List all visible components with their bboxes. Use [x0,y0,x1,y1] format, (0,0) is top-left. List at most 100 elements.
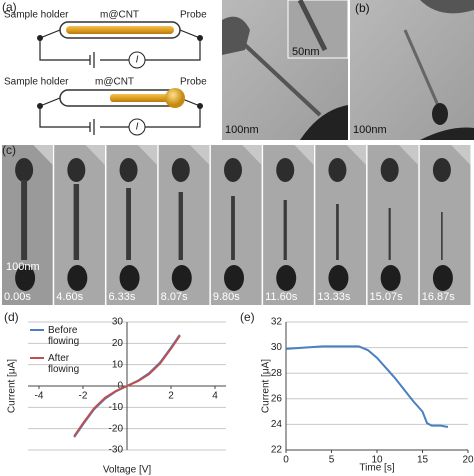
nanowire [441,212,443,260]
holder-label: Sample holder [4,10,69,21]
lead [39,29,201,39]
contact [37,35,43,41]
top-particle [380,158,399,182]
y-tick-label: -20 [109,423,124,434]
time-label: 0.00s [4,291,31,303]
scale-label: 50nm [292,46,320,58]
metal-ball-image [432,103,448,125]
nanowire [73,184,80,260]
bottom-particle [15,265,36,291]
top-particle [432,158,451,182]
nanowire [231,196,235,260]
frame: 6.33s [106,145,158,305]
y-tick-label: 26 [271,393,283,404]
bottom-particle [224,265,244,291]
y-tick-label: 30 [271,342,283,353]
panel-b: 50nm (b) 100nm 100nm [222,0,474,140]
contact [197,35,203,41]
y-tick-label: 30 [112,317,124,328]
circuit [39,106,201,128]
tube-shadow [367,145,419,165]
panel-c: 0.00s 4.60s 6.33s 8.07s 9.80s 11.60s 13.33s 15.… [2,143,471,305]
top-particle [328,158,347,182]
y-tick-label: 24 [271,419,283,430]
top-particle [15,158,34,182]
circuit [39,38,201,61]
metal-core [66,26,174,34]
sample-label: m@CNT [100,10,139,21]
time-label: 8.07s [161,291,188,303]
bottom-particle [328,265,349,291]
tube-shadow [263,145,314,165]
probe-label: Probe [180,77,207,88]
ammeter [128,51,146,69]
x-tick-label: 15 [417,455,429,466]
tube-shadow [158,145,210,165]
x-tick-label: 0 [283,455,289,466]
metal-ball [165,88,185,108]
legend-label: Before flowing [48,325,79,347]
y-tick-label: 32 [271,317,283,328]
panel-label: (a) [2,0,17,14]
x-tick-label: 4 [212,391,218,402]
frame: 8.07s [158,145,210,305]
contact [37,103,43,109]
nanowire [336,204,339,260]
y-tick-label: -30 [109,445,124,456]
y-tick-label: 28 [271,368,283,379]
time-label: 9.80s [213,291,240,303]
sample-label: m@CNT [95,77,134,88]
ammeter [128,118,146,136]
top-particle [119,158,138,182]
nanotube-image [403,29,442,111]
time-label: 11.60s [265,291,298,303]
time-label: 13.33s [317,291,351,303]
holder-label: Sample holder [4,77,69,88]
x-axis-label: Voltage [V] [103,465,152,476]
probe-label: Probe [180,10,207,21]
nanowire [283,200,287,260]
time-label: 16.87s [422,291,456,303]
panel-a: (a) Sample holder m@CNT Probe I Sample h… [2,0,207,136]
inset-tube [297,0,328,52]
probe-image [300,105,348,140]
tube-shadow [2,145,53,165]
panel-label: (c) [2,143,16,157]
metal-core [110,94,172,102]
ammeter-label: I [136,55,139,66]
tube-shadow [210,145,262,165]
y-tick-label: -10 [109,402,124,413]
battery [89,119,95,135]
y-tick-label: 10 [112,359,124,370]
inset [287,0,349,59]
probe-image [420,127,474,140]
tube-shadow [419,145,471,165]
ammeter-label: I [136,122,139,133]
tube-shadow [106,145,158,165]
y-tick-label: 22 [271,445,283,456]
x-tick-label: 5 [329,455,335,466]
x-tick-label: 20 [462,455,474,466]
battery [89,52,95,68]
frame: 11.60s [263,145,314,305]
series-line [285,345,449,428]
y-tick-label: 20 [112,338,124,349]
bottom-particle [119,265,140,291]
bottom-particle [276,265,297,291]
tube-shadow [54,145,105,165]
x-tick-label: -4 [35,391,44,402]
top-particle [276,158,295,182]
bottom-particle [67,265,88,291]
nanowire [178,192,183,260]
contact [197,103,203,109]
y-axis-label: Current [μA] [261,359,272,413]
x-tick-label: 10 [371,455,383,466]
bottom-particle [171,265,192,291]
frame: 16.87s [419,145,471,305]
panel-label: (e) [240,310,255,324]
time-label: 4.60s [56,291,83,303]
frame: 13.33s [315,145,367,305]
y-axis-label: Current [μA] [7,359,18,413]
frame: 4.60s [54,145,105,305]
